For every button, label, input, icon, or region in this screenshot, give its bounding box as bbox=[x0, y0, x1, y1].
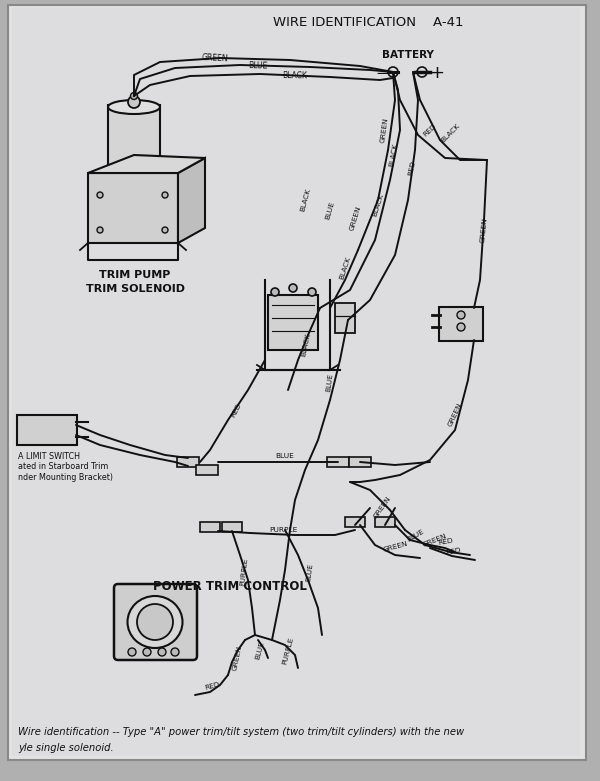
Ellipse shape bbox=[128, 596, 182, 648]
Circle shape bbox=[137, 604, 173, 640]
Circle shape bbox=[162, 227, 168, 233]
Text: BATTERY: BATTERY bbox=[382, 50, 434, 60]
Text: PURPLE: PURPLE bbox=[281, 637, 295, 665]
Text: BLACK: BLACK bbox=[299, 187, 311, 212]
Text: PURPLE: PURPLE bbox=[269, 527, 297, 533]
Text: BLACK: BLACK bbox=[439, 123, 461, 144]
Text: POWER TRIM CONTROL: POWER TRIM CONTROL bbox=[153, 580, 307, 593]
Text: PURPLE: PURPLE bbox=[239, 558, 248, 587]
FancyBboxPatch shape bbox=[375, 517, 395, 527]
FancyBboxPatch shape bbox=[177, 457, 199, 467]
Text: yle single solenoid.: yle single solenoid. bbox=[18, 743, 113, 753]
Text: GREEN: GREEN bbox=[422, 533, 448, 547]
Text: +: + bbox=[430, 64, 445, 82]
Circle shape bbox=[158, 648, 166, 656]
Circle shape bbox=[143, 648, 151, 656]
Bar bbox=[335, 303, 355, 333]
Circle shape bbox=[128, 96, 140, 108]
Circle shape bbox=[388, 67, 398, 77]
Circle shape bbox=[417, 67, 427, 77]
Ellipse shape bbox=[108, 167, 160, 179]
FancyBboxPatch shape bbox=[349, 457, 371, 467]
Bar bbox=[268, 295, 318, 350]
Text: GREEN: GREEN bbox=[232, 645, 242, 671]
Text: BLUE: BLUE bbox=[326, 373, 334, 392]
Circle shape bbox=[131, 92, 137, 99]
Polygon shape bbox=[178, 158, 205, 243]
Text: RED: RED bbox=[422, 123, 438, 137]
Circle shape bbox=[97, 227, 103, 233]
Text: BLUE: BLUE bbox=[306, 562, 314, 582]
FancyBboxPatch shape bbox=[327, 457, 349, 467]
Circle shape bbox=[457, 323, 465, 331]
Circle shape bbox=[308, 288, 316, 296]
Text: GREEN: GREEN bbox=[202, 53, 229, 63]
Text: BLACK: BLACK bbox=[338, 255, 352, 280]
Text: −: − bbox=[376, 66, 388, 80]
Text: TRIM SOLENOID: TRIM SOLENOID bbox=[86, 284, 185, 294]
Text: RED: RED bbox=[230, 401, 242, 418]
Bar bbox=[108, 105, 160, 173]
Text: BLACK: BLACK bbox=[371, 193, 385, 217]
Text: GREEN: GREEN bbox=[447, 402, 463, 428]
Text: RED: RED bbox=[204, 681, 220, 691]
Circle shape bbox=[457, 311, 465, 319]
Circle shape bbox=[128, 648, 136, 656]
Text: BLUE: BLUE bbox=[254, 640, 265, 660]
Bar bbox=[88, 173, 178, 243]
FancyBboxPatch shape bbox=[196, 465, 218, 475]
FancyBboxPatch shape bbox=[439, 307, 483, 341]
Text: BLUE: BLUE bbox=[406, 529, 425, 544]
Polygon shape bbox=[88, 155, 205, 173]
Text: BLUE: BLUE bbox=[325, 200, 335, 219]
Text: RED: RED bbox=[445, 547, 461, 555]
FancyBboxPatch shape bbox=[222, 522, 242, 532]
Text: BLACK: BLACK bbox=[301, 333, 311, 358]
Text: A LIMIT SWITCH
ated in Starboard Trim
nder Mounting Bracket): A LIMIT SWITCH ated in Starboard Trim nd… bbox=[18, 452, 113, 482]
FancyBboxPatch shape bbox=[200, 522, 220, 532]
Text: WIRE IDENTIFICATION    A-41: WIRE IDENTIFICATION A-41 bbox=[273, 16, 463, 28]
Circle shape bbox=[289, 284, 297, 292]
Text: TRIM PUMP: TRIM PUMP bbox=[100, 270, 170, 280]
Text: BLACK: BLACK bbox=[388, 143, 398, 167]
Text: GREEN: GREEN bbox=[379, 117, 389, 143]
Text: RED: RED bbox=[437, 537, 453, 546]
Circle shape bbox=[171, 648, 179, 656]
Text: RED: RED bbox=[407, 160, 416, 177]
Text: GREEN: GREEN bbox=[372, 495, 392, 519]
FancyBboxPatch shape bbox=[345, 517, 365, 527]
Circle shape bbox=[271, 288, 279, 296]
Circle shape bbox=[97, 192, 103, 198]
FancyBboxPatch shape bbox=[114, 584, 197, 660]
FancyBboxPatch shape bbox=[17, 415, 77, 445]
Text: BLUE: BLUE bbox=[248, 61, 268, 71]
Text: GREEN: GREEN bbox=[349, 205, 362, 231]
Text: BLUE: BLUE bbox=[275, 453, 295, 459]
Text: BLACK: BLACK bbox=[283, 71, 308, 80]
Text: Wire identification -- Type "A" power trim/tilt system (two trim/tilt cylinders): Wire identification -- Type "A" power tr… bbox=[18, 727, 464, 737]
Ellipse shape bbox=[108, 100, 160, 114]
Text: GREEN: GREEN bbox=[382, 540, 408, 553]
Circle shape bbox=[162, 192, 168, 198]
Text: GREEN: GREEN bbox=[479, 217, 488, 243]
